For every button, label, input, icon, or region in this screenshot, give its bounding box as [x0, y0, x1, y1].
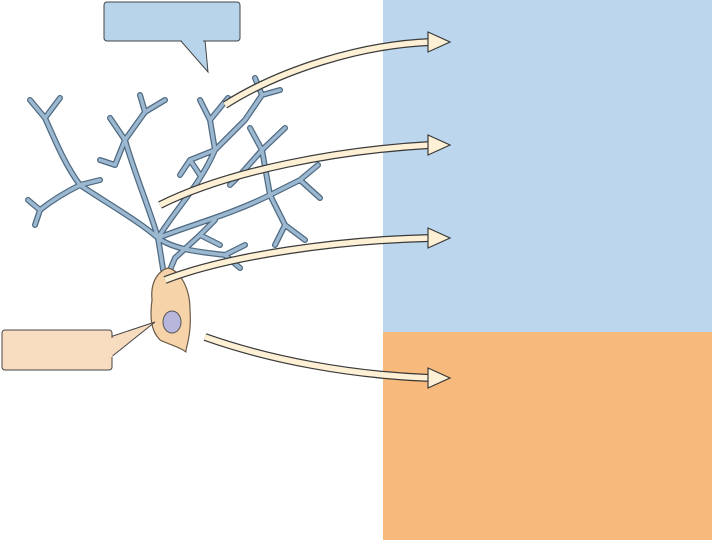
- soma-background: [383, 332, 712, 540]
- dendrite-callout: [103, 1, 241, 74]
- purkinje-cell: [25, 75, 323, 353]
- dendrites-background: [383, 0, 712, 332]
- arrows: [160, 31, 452, 389]
- soma-callout: [1, 321, 156, 371]
